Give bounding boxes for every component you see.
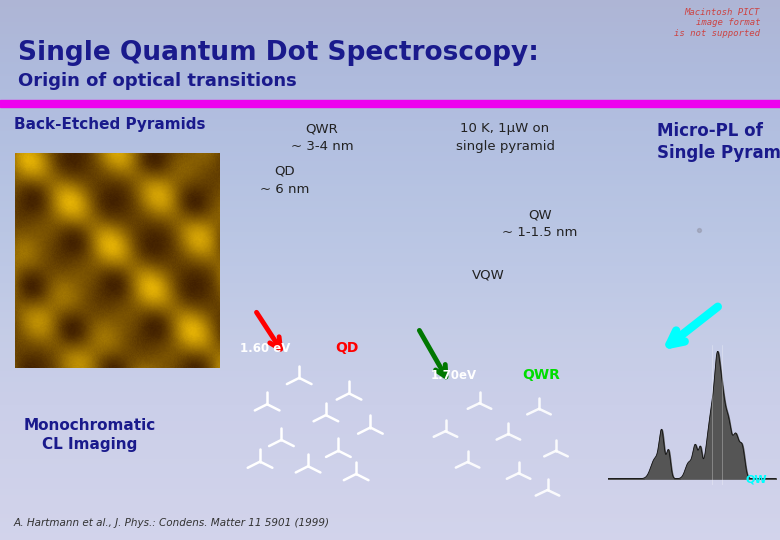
Text: 10 K, 1μW on
single pyramid: 10 K, 1μW on single pyramid	[456, 122, 555, 153]
Text: QD
~ 6 nm: QD ~ 6 nm	[261, 165, 310, 196]
Text: 1.60 eV: 1.60 eV	[240, 342, 291, 355]
Text: Single Quantum Dot Spectroscopy:: Single Quantum Dot Spectroscopy:	[18, 40, 539, 66]
Text: 1.70eV: 1.70eV	[431, 369, 477, 382]
Text: Micro-PL of
Single Pyramids: Micro-PL of Single Pyramids	[657, 122, 780, 162]
Text: A. Hartmann et al., J. Phys.: Condens. Matter 11 5901 (1999): A. Hartmann et al., J. Phys.: Condens. M…	[14, 518, 330, 528]
Text: QW
~ 1-1.5 nm: QW ~ 1-1.5 nm	[502, 208, 578, 239]
Text: VQW: VQW	[472, 268, 505, 281]
Text: Origin of optical transitions: Origin of optical transitions	[18, 72, 296, 90]
Text: Monochromatic
CL Imaging: Monochromatic CL Imaging	[24, 418, 156, 451]
Text: QWR
~ 3-4 nm: QWR ~ 3-4 nm	[291, 122, 353, 153]
Bar	[0, 100, 780, 107]
Point	[693, 226, 705, 234]
Text: Macintosh PICT
image format
is not supported: Macintosh PICT image format is not suppo…	[674, 8, 760, 38]
Text: QW: QW	[745, 474, 767, 484]
Text: QWR: QWR	[522, 368, 560, 382]
Text: QD: QD	[335, 341, 358, 355]
Text: Back-Etched Pyramids: Back-Etched Pyramids	[14, 117, 205, 132]
